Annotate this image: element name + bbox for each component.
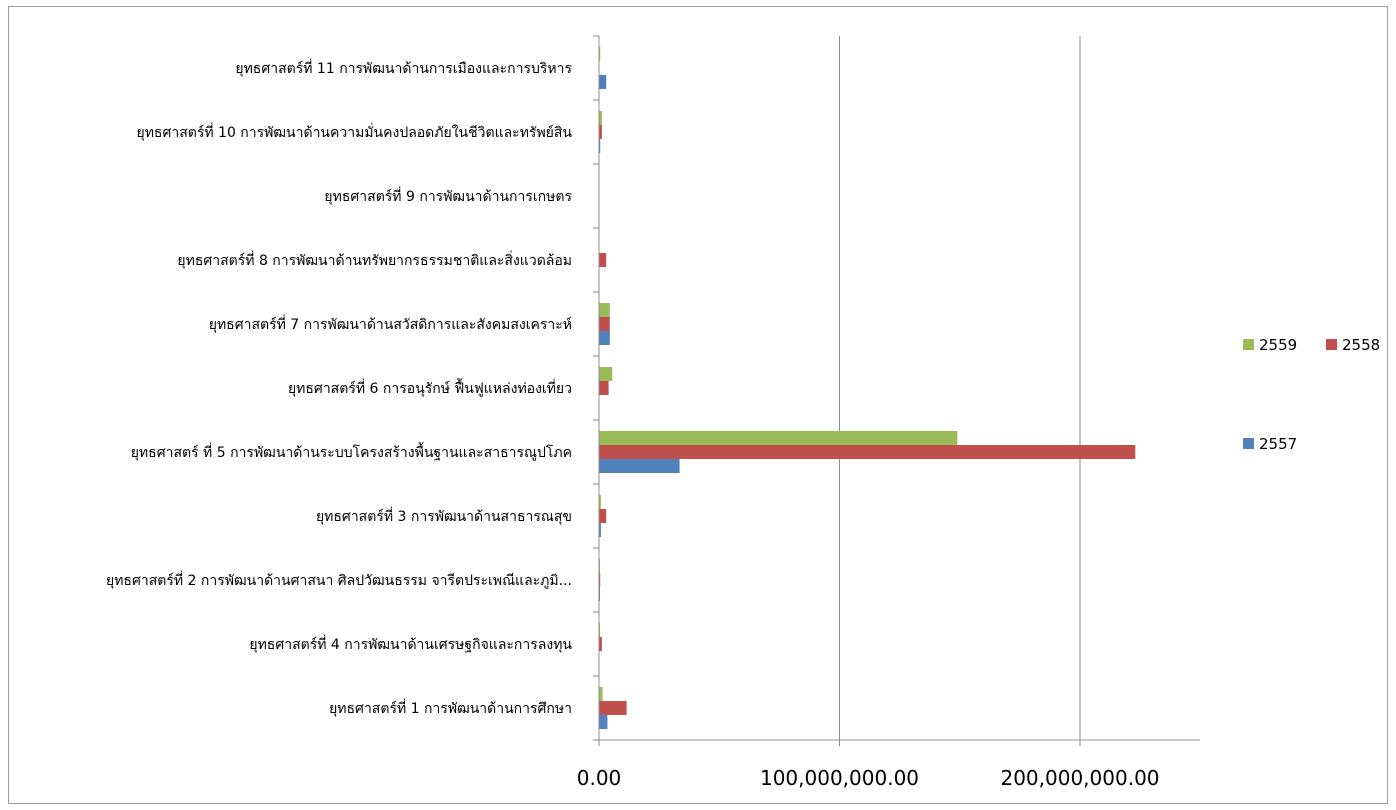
bar-2559-cat-3 [599,495,601,509]
category-label: ยุทธศาสตร์ที่ 8 การพัฒนาด้านทรัพยากรธรรม… [177,251,572,269]
category-label: ยุทธศาสตร์ที่ 3 การพัฒนาด้านสาธารณสุข [316,507,572,525]
bars [599,47,1136,729]
bar-2559-cat-5 [599,367,613,381]
bar-2558-cat-6 [599,317,610,331]
category-label: ยุทธศาสตร์ที่ 10 การพัฒนาด้านความมั่นคงป… [136,123,572,141]
category-labels: ยุทธศาสตร์ที่ 1 การพัฒนาด้านการศึกษา ยุทธ… [106,59,572,717]
grid-lines [839,36,1081,740]
bar-2557-cat-10 [599,75,607,89]
legend-label-2559: 2559 [1259,336,1297,354]
bar-2558-cat-3 [599,509,607,523]
category-label: ยุทธศาสตร์ที่ 1 การพัฒนาด้านการศึกษา [329,699,572,717]
x-tick-label: 100,000,000.00 [760,766,919,790]
legend: 2559 2558 2557 [1243,336,1380,453]
axes [593,35,1200,746]
bar-2558-cat-7 [599,253,607,267]
bar-2559-cat-6 [599,303,610,317]
category-label: ยุทธศาสตร์ ที่ 5 การพัฒนาด้านระบบโครงสร้… [131,442,572,461]
category-label: ยุทธศาสตร์ที่ 9 การพัฒนาด้านการเกษตร [324,187,572,205]
bar-2558-cat-4 [599,445,1136,459]
x-tick-label: 0.00 [577,766,622,790]
category-label: ยุทธศาสตร์ที่ 11 การพัฒนาด้านการเมืองและ… [235,59,572,77]
bar-2557-cat-0 [599,715,608,729]
x-tick-label: 200,000,000.00 [1000,766,1159,790]
category-label: ยุทธศาสตร์ที่ 7 การพัฒนาด้านสวัสดิการและ… [209,315,572,333]
bar-2558-cat-2 [599,573,601,587]
bar-2558-cat-1 [599,637,602,651]
legend-swatch-2559 [1243,339,1254,350]
category-label: ยุทธศาสตร์ที่ 6 การอนุรักษ์ ฟื้นฟูแหล่งท… [288,378,572,397]
bar-2558-cat-0 [599,701,627,715]
bar-2557-cat-9 [599,139,601,153]
bar-2558-cat-5 [599,381,609,395]
legend-swatch-2558 [1326,339,1337,350]
bar-2558-cat-9 [599,125,602,139]
legend-label-2558: 2558 [1342,336,1380,354]
bar-2559-cat-10 [599,47,601,61]
chart-frame [8,6,1388,804]
bar-2559-cat-4 [599,431,958,445]
bar-2557-cat-4 [599,459,680,473]
legend-label-2557: 2557 [1259,435,1297,453]
bar-2559-cat-0 [599,687,603,701]
category-label: ยุทธศาสตร์ที่ 2 การพัฒนาด้านศาสนา ศิลปวั… [106,571,572,589]
bar-2559-cat-9 [599,111,602,125]
bar-2557-cat-3 [599,523,601,537]
category-label: ยุทธศาสตร์ที่ 4 การพัฒนาด้านเศรษฐกิจและก… [249,635,572,653]
x-tick-labels: 0.00 100,000,000.00 200,000,000.00 [577,766,1160,790]
bar-2557-cat-6 [599,331,610,345]
legend-swatch-2557 [1243,438,1254,449]
